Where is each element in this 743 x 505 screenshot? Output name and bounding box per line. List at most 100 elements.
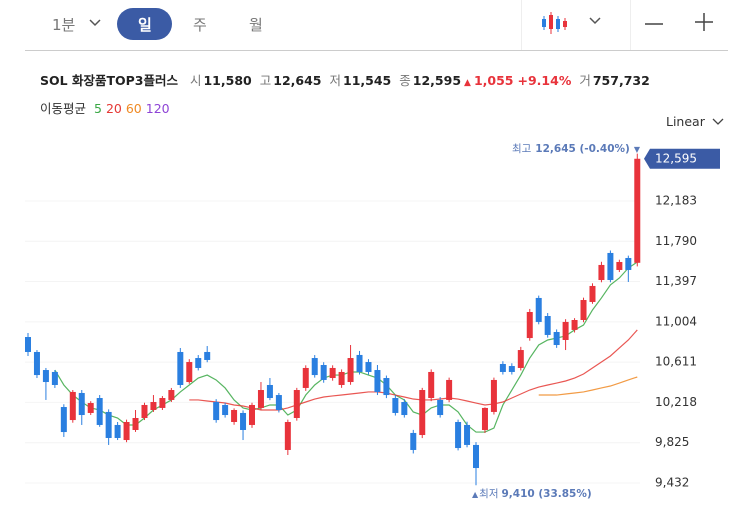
quote-value: 12,595: [412, 73, 462, 88]
stock-name: SOL 화장품TOP3플러스: [40, 73, 178, 88]
candle-body: [535, 297, 542, 322]
candle-body: [60, 407, 67, 433]
interval-button[interactable]: 월: [249, 16, 263, 34]
candle-body: [517, 350, 524, 368]
candle-body: [356, 354, 363, 372]
candle-body: [589, 285, 596, 302]
candle-body: [553, 331, 560, 346]
candle-body: [284, 421, 291, 450]
candle-body: [437, 399, 444, 416]
candle-body: [177, 351, 184, 385]
candle-body: [42, 370, 49, 383]
candle-body: [392, 398, 399, 413]
candle-body: [159, 398, 166, 408]
interval-button[interactable]: 주: [193, 16, 207, 34]
zoom-out-button[interactable]: [644, 14, 664, 34]
separator: [630, 0, 631, 50]
quote-value: 11,545: [343, 73, 392, 88]
candle-body: [302, 367, 309, 388]
ma-legend-item: 120: [145, 101, 170, 116]
candle-body: [401, 402, 408, 416]
candle-body: [446, 379, 453, 400]
dropdown-icon[interactable]: [588, 16, 602, 26]
ma-legend-item: 60: [125, 101, 142, 116]
ma-title: 이동평균: [40, 101, 87, 116]
ma-legend: 이동평균 5 20 60 120: [40, 98, 174, 117]
y-tick-label: 10,611: [655, 355, 697, 369]
candle-body: [499, 363, 506, 372]
ma-line: [54, 261, 638, 433]
quote-label: 저: [329, 73, 342, 88]
ma-legend-item: 20: [105, 101, 122, 116]
divider: [25, 50, 728, 51]
candle-body: [266, 384, 273, 399]
zoom-in-button[interactable]: [694, 12, 714, 32]
candle-body: [481, 407, 488, 430]
change-value: 1,055: [473, 73, 514, 88]
ma-legend-item: 5: [94, 101, 102, 116]
volume-value: 757,732: [592, 73, 650, 88]
interval-button[interactable]: 1분: [52, 16, 76, 34]
y-tick-label: 9,432: [655, 475, 689, 489]
candle-body: [571, 320, 578, 330]
annotation-text: 9,410 (33.85%): [501, 488, 591, 500]
candle-body: [562, 321, 569, 340]
low-annotation: ▲최저 9,410 (33.85%): [472, 488, 592, 500]
candle-body: [464, 424, 471, 445]
candle-body: [311, 358, 318, 376]
candle-body: [544, 316, 551, 335]
candle-body: [320, 365, 327, 380]
candle-body: [204, 351, 211, 360]
separator: [521, 0, 522, 50]
candle-body: [105, 411, 112, 438]
candle-body: [123, 421, 130, 441]
interval-button[interactable]: 일: [138, 16, 152, 34]
quote-label: 고: [259, 73, 272, 88]
candle-body: [141, 404, 148, 418]
y-tick-label: 10,218: [655, 395, 697, 409]
candle-body: [580, 300, 587, 320]
candle-body: [114, 424, 121, 438]
candle-body: [195, 358, 202, 368]
candle-body: [33, 351, 40, 376]
candle-body: [374, 370, 381, 392]
candle-body: [96, 398, 103, 425]
candle-body: [222, 404, 229, 416]
candle-body: [410, 432, 417, 450]
annotation-symbol: ▼: [634, 145, 641, 154]
candle-body: [132, 417, 139, 430]
candle-body: [25, 337, 31, 352]
dropdown-icon[interactable]: [88, 18, 102, 28]
candle-body: [69, 391, 76, 421]
candle-body: [598, 264, 605, 281]
candle-body: [231, 410, 238, 422]
candle-body: [473, 444, 479, 469]
candle-body: [508, 366, 515, 372]
candle-body: [419, 390, 426, 436]
scale-button[interactable]: Linear: [666, 114, 724, 129]
candle-body: [625, 257, 632, 270]
quote-value: 11,580: [203, 73, 252, 88]
quote-label: 종: [399, 73, 411, 88]
candle-body: [186, 362, 193, 383]
y-tick-label: 11,004: [655, 314, 697, 328]
candle-body: [607, 252, 614, 281]
candle-body: [213, 402, 220, 421]
scale-label: Linear: [666, 114, 705, 129]
y-tick-label: 11,790: [655, 234, 697, 248]
y-tick-label: 9,825: [655, 435, 689, 449]
candle-body: [365, 362, 372, 372]
last-price-label: 12,595: [655, 151, 697, 165]
chart-type-icon[interactable]: [540, 10, 568, 36]
candle-body: [293, 390, 300, 418]
candle-body: [490, 379, 497, 412]
volume-label: 거: [579, 73, 591, 88]
selected-pill[interactable]: [117, 8, 172, 40]
candle-body: [634, 158, 641, 263]
annotation-text: 12,645 (-0.40%): [535, 143, 630, 155]
candle-body: [329, 367, 336, 379]
ma-line: [538, 376, 638, 396]
candle-body: [616, 261, 623, 270]
